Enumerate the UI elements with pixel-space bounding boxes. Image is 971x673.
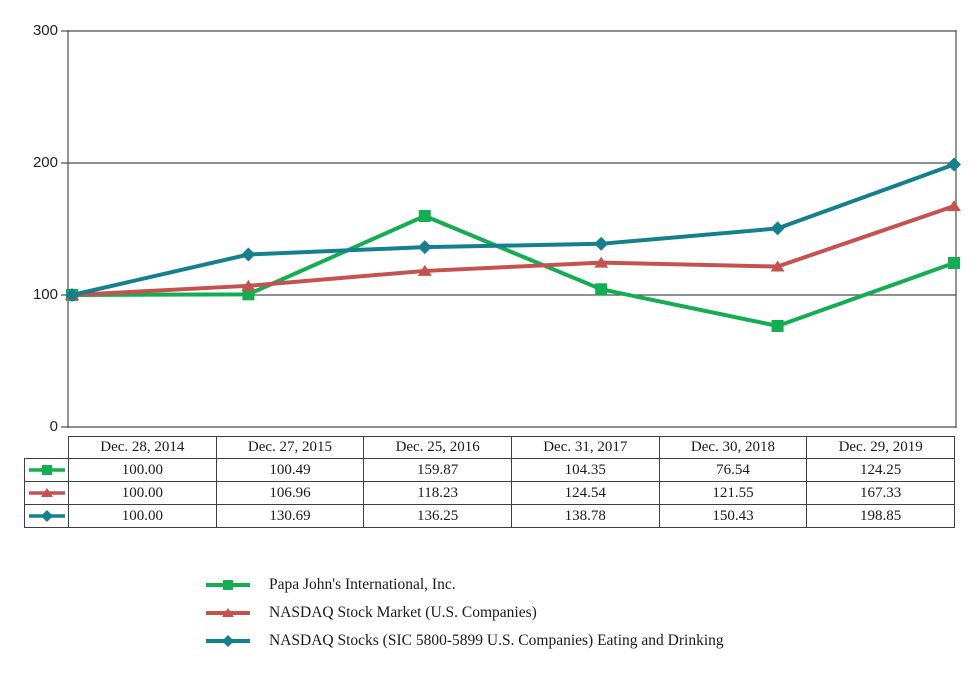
table-date-header: Dec. 31, 2017 (510, 436, 660, 459)
diamond-marker (594, 236, 609, 251)
table-value-cell: 100.00 (68, 481, 217, 505)
legend: Papa John's International, Inc. NASDAQ S… (205, 571, 724, 655)
table-corner-cell (24, 436, 69, 459)
line-chart (61, 30, 961, 428)
table-value-cell: 124.54 (510, 481, 660, 505)
table-date-header: Dec. 29, 2019 (806, 436, 955, 459)
table-row: 100.00 130.69 136.25 138.78 150.43 198.85 (24, 504, 955, 528)
y-tick-label: 200 (32, 154, 58, 171)
legend-label: NASDAQ Stock Market (U.S. Companies) (269, 604, 537, 621)
table-value-cell: 198.85 (806, 504, 955, 528)
series-line-square (71, 213, 955, 329)
legend-label: NASDAQ Stocks (SIC 5800-5899 U.S. Compan… (269, 632, 724, 649)
legend-swatch-square (206, 580, 250, 590)
triangle-marker (40, 488, 53, 497)
table-date-header: Dec. 25, 2016 (363, 436, 512, 459)
table-swatch-cell (24, 481, 69, 505)
data-table: Dec. 28, 2014 Dec. 27, 2015 Dec. 25, 2016 D… (24, 436, 955, 528)
table-value-cell: 100.00 (68, 504, 217, 528)
table-body: 100.00 100.49 159.87 104.35 76.54 124.25 100.0… (24, 458, 955, 528)
triangle-marker (241, 279, 256, 291)
y-tick-label: 100 (32, 286, 58, 303)
diamond-marker (770, 221, 785, 236)
table-value-cell: 167.33 (806, 481, 955, 505)
triangle-marker (222, 608, 234, 617)
diamond-marker (40, 510, 53, 522)
legend-swatch-diamond (206, 635, 250, 647)
triangle-marker (417, 264, 432, 276)
table-value-cell: 106.96 (215, 481, 365, 505)
diamond-marker (947, 157, 961, 172)
table-value-cell: 121.55 (658, 481, 808, 505)
axes-and-grid (61, 30, 957, 428)
triangle-marker (947, 200, 961, 212)
square-marker (771, 319, 784, 332)
square-marker (595, 283, 608, 296)
table-value-cell: 124.25 (806, 458, 955, 482)
table-header-row: Dec. 28, 2014 Dec. 27, 2015 Dec. 25, 2016 D… (24, 436, 955, 459)
y-tick-label: 0 (49, 418, 58, 435)
triangle-marker (594, 256, 609, 268)
legend-swatch-triangle (206, 608, 250, 617)
table-row: 100.00 106.96 118.23 124.54 121.55 167.33 (24, 481, 955, 505)
table-row: 100.00 100.49 159.87 104.35 76.54 124.25 (24, 458, 955, 482)
table-value-cell: 136.25 (363, 504, 512, 528)
square-marker (948, 256, 960, 269)
square-marker (41, 465, 52, 475)
diamond-marker (241, 247, 256, 262)
legend-item: NASDAQ Stock Market (U.S. Companies) (205, 599, 724, 627)
series-line-diamond (71, 162, 955, 297)
y-tick-label: 300 (32, 22, 58, 39)
table-value-cell: 76.54 (658, 458, 808, 482)
legend-label: Papa John's International, Inc. (269, 576, 456, 593)
series-line-triangle (71, 204, 955, 297)
diamond-marker (417, 240, 432, 255)
square-marker (418, 209, 431, 222)
square-marker (223, 580, 233, 590)
table-swatch-cell (24, 504, 69, 528)
table-value-cell: 138.78 (510, 504, 660, 528)
table-date-header: Dec. 28, 2014 (68, 436, 217, 459)
series-layer (65, 157, 961, 332)
table-value-cell: 100.00 (68, 458, 217, 482)
table-value-cell: 100.49 (215, 458, 365, 482)
table-date-header: Dec. 30, 2018 (658, 436, 808, 459)
table-swatch-cell (24, 458, 69, 482)
table-value-cell: 159.87 (363, 458, 512, 482)
diamond-marker (65, 288, 79, 302)
table-value-cell: 150.43 (658, 504, 808, 528)
table-date-header: Dec. 27, 2015 (215, 436, 365, 459)
table-value-cell: 130.69 (215, 504, 365, 528)
legend-item: NASDAQ Stocks (SIC 5800-5899 U.S. Compan… (205, 627, 724, 655)
triangle-marker (770, 260, 785, 272)
square-marker (242, 288, 255, 301)
table-value-cell: 104.35 (510, 458, 660, 482)
table-value-cell: 118.23 (363, 481, 512, 505)
legend-item: Papa John's International, Inc. (205, 571, 724, 599)
diamond-marker (222, 635, 234, 647)
